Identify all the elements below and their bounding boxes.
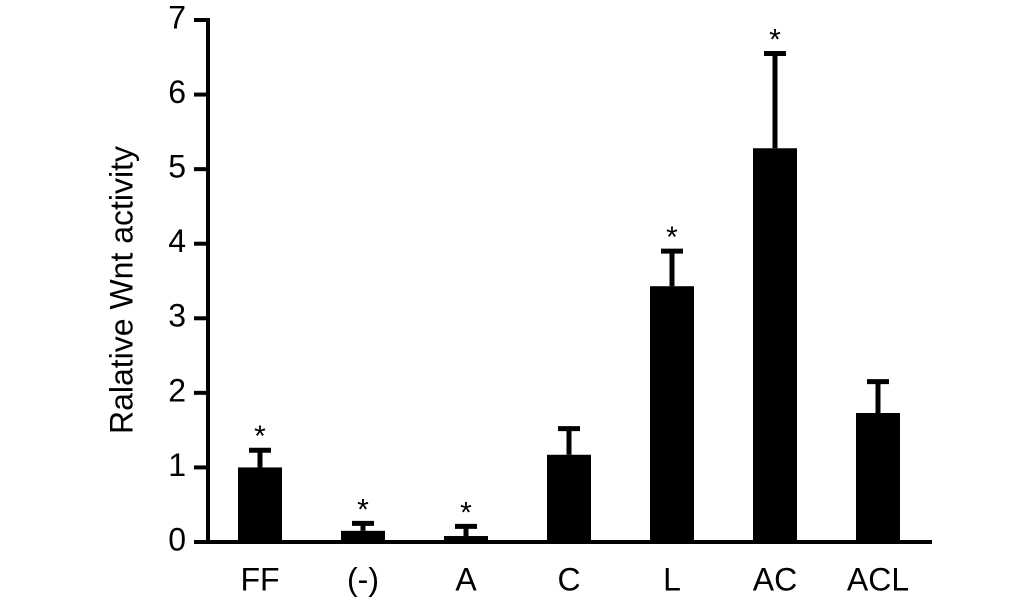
error-bar bbox=[352, 520, 374, 531]
bar bbox=[444, 536, 488, 542]
error-bar bbox=[764, 51, 786, 149]
error-bar bbox=[867, 379, 889, 413]
x-tick-label: (-) bbox=[347, 561, 379, 597]
y-tick-label: 0 bbox=[168, 521, 186, 557]
y-tick-label: 4 bbox=[168, 223, 186, 259]
error-bar bbox=[558, 426, 580, 455]
bar bbox=[856, 412, 900, 542]
bar bbox=[650, 286, 694, 542]
significance-mark: * bbox=[254, 420, 266, 453]
significance-mark: * bbox=[666, 221, 678, 254]
significance-mark: * bbox=[460, 496, 472, 529]
y-tick-label: 2 bbox=[168, 372, 186, 408]
bar bbox=[547, 454, 591, 542]
x-tick-label: AC bbox=[753, 561, 797, 597]
x-tick-label: ACL bbox=[847, 561, 909, 597]
significance-mark: * bbox=[769, 23, 781, 56]
y-tick-label: 5 bbox=[168, 149, 186, 185]
y-tick-label: 6 bbox=[168, 74, 186, 110]
bar bbox=[238, 467, 282, 542]
x-tick-label: C bbox=[557, 561, 580, 597]
y-tick-label: 3 bbox=[168, 298, 186, 334]
bar bbox=[753, 148, 797, 542]
significance-mark: * bbox=[357, 493, 369, 526]
error-bar bbox=[455, 523, 477, 537]
x-tick-label: A bbox=[455, 561, 477, 597]
x-tick-label: L bbox=[663, 561, 681, 597]
error-bar bbox=[249, 447, 271, 468]
error-bar bbox=[661, 248, 683, 287]
y-tick-label: 1 bbox=[168, 447, 186, 483]
bar bbox=[341, 530, 385, 542]
x-tick-label: FF bbox=[240, 561, 279, 597]
y-tick-label: 7 bbox=[168, 0, 186, 35]
y-axis-label: Ralative Wnt activity bbox=[103, 146, 139, 434]
